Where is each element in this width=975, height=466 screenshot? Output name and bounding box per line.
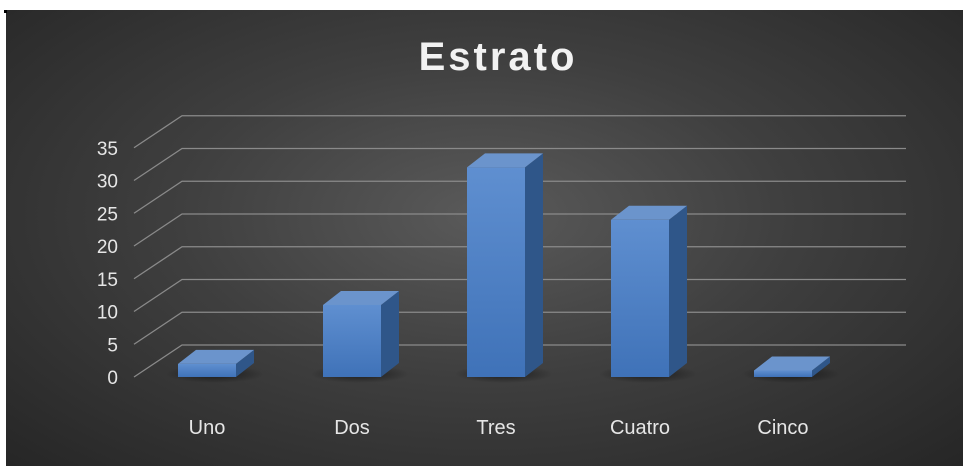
bar-top xyxy=(323,290,399,305)
bar-tres xyxy=(454,153,554,383)
bar-front xyxy=(323,304,381,377)
x-category-label: Dos xyxy=(334,417,370,439)
chart-area: Estrato 0 5 10 15 20 25 30 35 Uno Dos Tres Cuatro C… xyxy=(6,10,963,466)
bar-side xyxy=(525,153,543,377)
bars xyxy=(165,153,841,383)
x-category-label: Cuatro xyxy=(610,417,670,439)
x-category-label: Cinco xyxy=(757,417,808,439)
y-tick-label: 5 xyxy=(107,335,118,356)
corner-mark xyxy=(4,10,7,13)
bar-top xyxy=(611,205,687,220)
chart-title: Estrato xyxy=(419,35,578,79)
bar-top xyxy=(178,349,254,364)
y-tick-label: 30 xyxy=(97,172,118,193)
y-tick-label: 35 xyxy=(97,139,118,160)
bar-top xyxy=(754,356,830,371)
gridline xyxy=(133,147,906,182)
bar-side xyxy=(236,349,254,377)
y-tick-label: 10 xyxy=(97,303,118,324)
bar-chart: Estrato 0 5 10 15 20 25 30 35 Uno Dos Tres Cuatro C… xyxy=(97,35,906,439)
bar-side xyxy=(381,290,399,377)
y-axis-tick-labels: 0 5 10 15 20 25 30 35 xyxy=(97,139,118,389)
y-tick-label: 0 xyxy=(107,368,118,389)
gridlines xyxy=(133,115,906,378)
bar-cuatro xyxy=(598,205,698,383)
bar-top xyxy=(467,153,543,168)
bar-uno xyxy=(165,349,265,383)
x-axis-category-labels: Uno Dos Tres Cuatro Cinco xyxy=(189,417,809,439)
gridline xyxy=(133,180,906,214)
bar-front xyxy=(754,370,812,377)
gridline xyxy=(133,115,906,149)
bar-front xyxy=(178,363,236,377)
x-category-label: Tres xyxy=(476,417,515,439)
y-tick-label: 20 xyxy=(97,237,118,258)
x-category-label: Uno xyxy=(189,417,226,439)
bar-side xyxy=(669,205,687,377)
bar-front xyxy=(611,219,669,377)
bar-dos xyxy=(310,290,410,383)
y-tick-label: 25 xyxy=(97,204,118,225)
bar-side xyxy=(812,356,830,377)
bar-front xyxy=(467,167,525,377)
y-tick-label: 15 xyxy=(97,270,118,291)
bar-cinco xyxy=(741,356,841,383)
